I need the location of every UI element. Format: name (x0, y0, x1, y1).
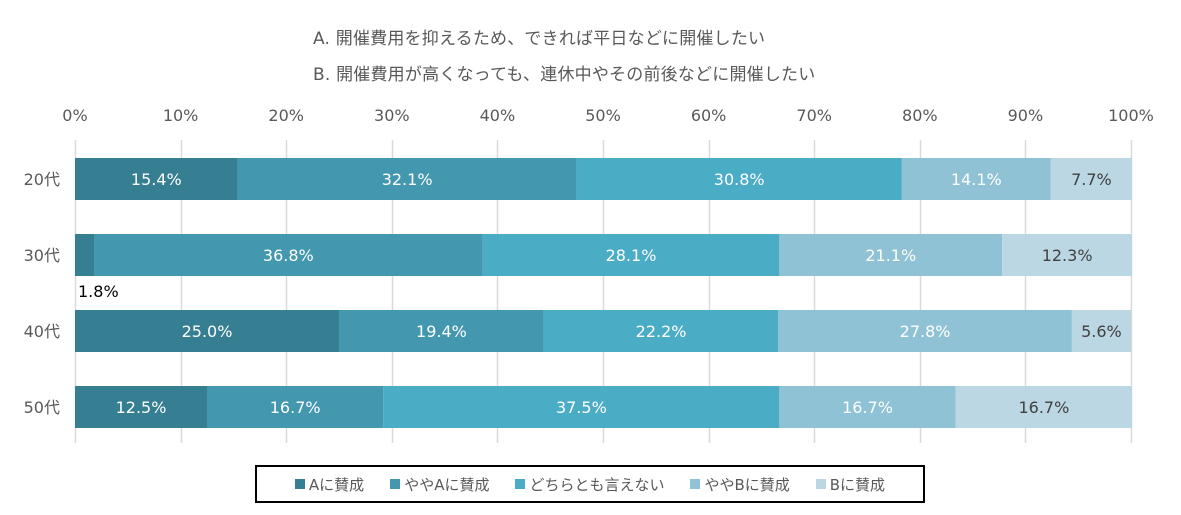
data-label: 7.7% (1071, 170, 1112, 189)
data-label: 36.8% (263, 246, 314, 265)
x-tick-label: 100% (1108, 106, 1154, 125)
data-label: 12.3% (1042, 246, 1093, 265)
legend-label: Bに賛成 (829, 475, 886, 494)
legend-label: ややBに賛成 (704, 475, 790, 494)
legend-swatch (690, 479, 701, 489)
bar-segment (955, 386, 1133, 428)
legend-swatch (515, 479, 526, 489)
bar-segment (75, 234, 95, 276)
legend-item-somewhat-a: ややAに賛成 (390, 474, 489, 495)
category-label: 30代 (24, 246, 60, 265)
bar-segment (576, 158, 902, 200)
bar-segment (75, 310, 339, 352)
bar-segment (1050, 158, 1133, 200)
bar-segment (75, 158, 238, 200)
data-label: 32.1% (382, 170, 433, 189)
x-tick-label: 30% (374, 106, 410, 125)
data-label: 16.7% (270, 398, 321, 417)
x-tick-label: 90% (1008, 106, 1044, 125)
bar-segment (1002, 234, 1133, 276)
bar-segment (901, 158, 1051, 200)
data-label: 16.7% (842, 398, 893, 417)
legend: Aに賛成 ややAに賛成 どちらとも言えない ややBに賛成 Bに賛成 (255, 465, 925, 503)
data-label: 16.7% (1018, 398, 1069, 417)
bar-segment (1071, 310, 1131, 352)
legend-item-neutral: どちらとも言えない (515, 474, 664, 495)
x-tick-label: 80% (902, 106, 938, 125)
data-label: 21.1% (865, 246, 916, 265)
x-tick-label: 10% (163, 106, 199, 125)
category-label: 50代 (24, 398, 60, 417)
data-label: 30.8% (714, 170, 765, 189)
data-label: 27.8% (900, 322, 951, 341)
bar-segment (75, 386, 207, 428)
category-label: 40代 (24, 322, 60, 341)
bar-segment (383, 386, 780, 428)
data-label: 12.5% (116, 398, 167, 417)
chart-title-line-a: A. 開催費用を抑えるため、できれば平日などに開催したい (313, 29, 766, 49)
legend-item-a: Aに賛成 (294, 474, 365, 495)
legend-swatch (390, 479, 401, 489)
data-label: 22.2% (636, 322, 687, 341)
data-label: 25.0% (182, 322, 233, 341)
x-tick-label: 20% (268, 106, 304, 125)
data-label: 37.5% (556, 398, 607, 417)
legend-swatch (815, 479, 826, 489)
legend-label: どちらとも言えない (529, 475, 665, 494)
data-label: 5.6% (1081, 322, 1122, 341)
bar-segment (339, 310, 544, 352)
chart-title-line-b: B. 開催費用が高くなっても、連休中やその前後などに開催したい (313, 65, 816, 85)
bar-segment (207, 386, 384, 428)
bar-segment (94, 234, 483, 276)
bar-segment (237, 158, 577, 200)
legend-label: Aに賛成 (308, 475, 365, 494)
data-label: 15.4% (131, 170, 182, 189)
data-label: 19.4% (416, 322, 467, 341)
legend-label: ややAに賛成 (404, 475, 490, 494)
stacked-bar-chart: 0% 10% 20% 30% 40% 50% 60% 70% 80% 90% 100% 20代 30代 4… (24, 106, 1154, 443)
x-tick-label: 50% (585, 106, 621, 125)
data-label: 1.8% (78, 282, 119, 301)
bar-segment (543, 310, 779, 352)
bar-segment (778, 310, 1072, 352)
bar-segment (482, 234, 780, 276)
x-tick-label: 0% (62, 106, 87, 125)
legend-item-b: Bに賛成 (815, 474, 886, 495)
legend-swatch (294, 479, 305, 489)
x-tick-label: 40% (480, 106, 516, 125)
bar-segment (779, 234, 1003, 276)
category-label: 20代 (24, 170, 60, 189)
x-tick-label: 60% (691, 106, 727, 125)
x-tick-label: 70% (796, 106, 832, 125)
data-label: 28.1% (606, 246, 657, 265)
legend-item-somewhat-b: ややBに賛成 (690, 474, 790, 495)
data-label: 14.1% (951, 170, 1002, 189)
bar-segment (779, 386, 956, 428)
